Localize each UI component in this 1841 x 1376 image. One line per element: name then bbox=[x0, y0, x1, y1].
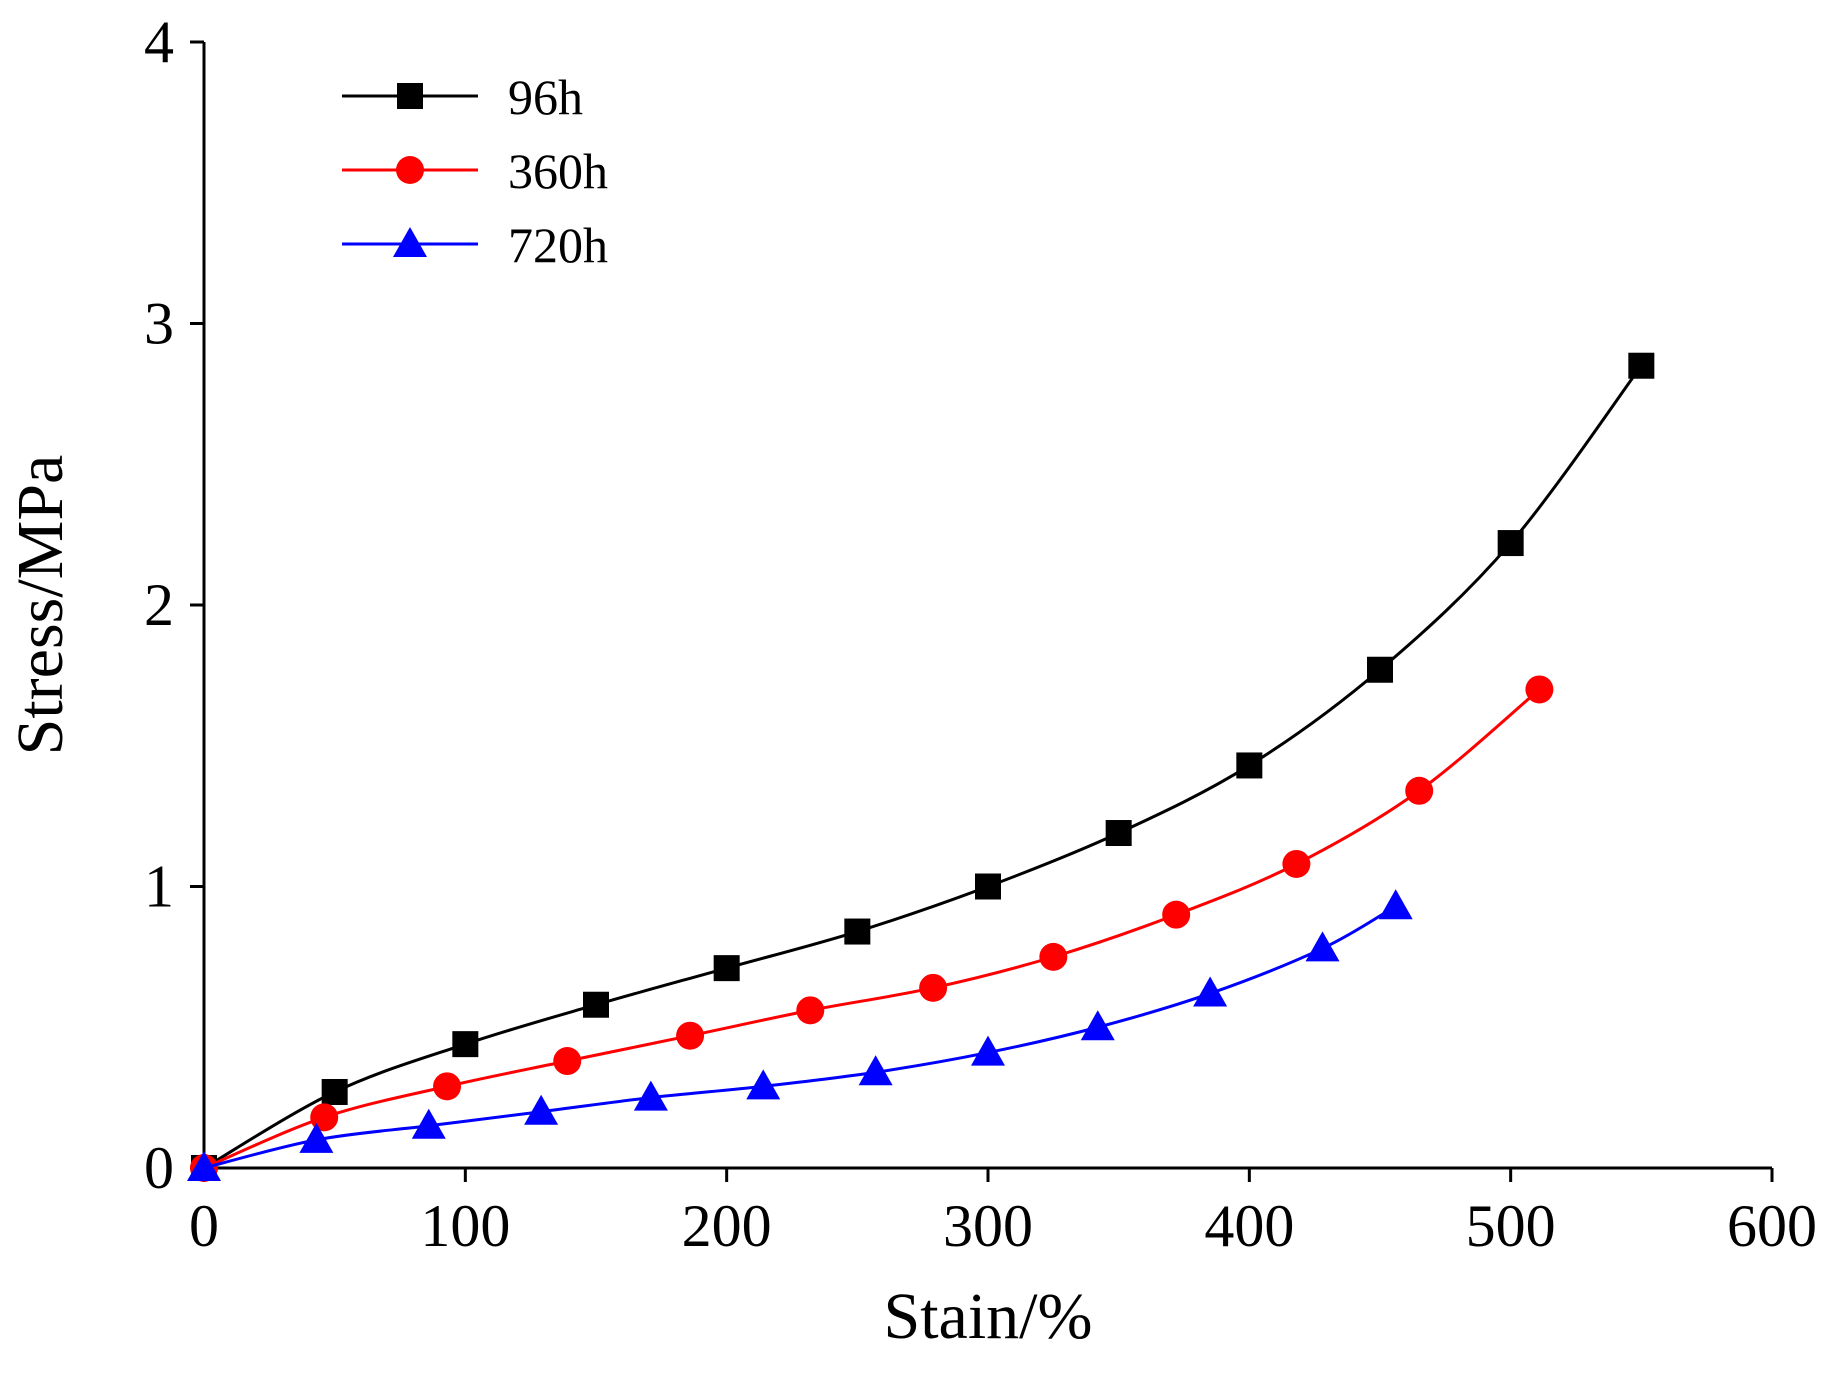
data-point-96h bbox=[1628, 352, 1655, 379]
data-point-360h bbox=[1525, 675, 1554, 704]
series-line-360h bbox=[203, 688, 1541, 1170]
series-360h bbox=[190, 675, 1554, 1182]
legend-label: 720h bbox=[508, 217, 608, 273]
data-point-720h bbox=[1080, 1010, 1115, 1041]
y-tick-label: 4 bbox=[144, 9, 174, 75]
data-point-96h bbox=[1236, 752, 1263, 779]
data-point-720h bbox=[1305, 931, 1340, 962]
data-point-96h bbox=[452, 1031, 479, 1058]
data-point-720h bbox=[858, 1055, 893, 1086]
legend-marker bbox=[396, 156, 424, 184]
data-point-96h bbox=[844, 918, 871, 945]
series-96h bbox=[191, 352, 1655, 1181]
data-point-96h bbox=[975, 873, 1001, 900]
x-tick-label: 400 bbox=[1204, 1193, 1294, 1259]
data-point-96h bbox=[583, 991, 609, 1018]
data-point-720h bbox=[971, 1035, 1005, 1066]
data-point-360h bbox=[1282, 849, 1311, 878]
data-point-96h bbox=[1105, 820, 1132, 847]
y-axis-label: Stress/MPa bbox=[4, 455, 77, 756]
data-point-720h bbox=[524, 1094, 559, 1125]
legend-item-96h: 96h bbox=[342, 69, 583, 125]
x-tick-label: 500 bbox=[1466, 1193, 1556, 1259]
series-line-96h bbox=[203, 364, 1643, 1170]
data-point-360h bbox=[1162, 900, 1191, 929]
data-point-360h bbox=[919, 973, 948, 1002]
y-tick-label: 3 bbox=[144, 291, 174, 357]
data-point-360h bbox=[676, 1021, 705, 1050]
x-tick-label: 0 bbox=[189, 1193, 219, 1259]
legend-item-720h: 720h bbox=[342, 217, 608, 273]
legend-label: 360h bbox=[508, 143, 608, 199]
data-point-360h bbox=[553, 1047, 582, 1076]
data-point-96h bbox=[1367, 656, 1393, 683]
data-point-720h bbox=[299, 1122, 334, 1153]
series bbox=[187, 352, 1655, 1182]
x-tick-label: 200 bbox=[682, 1193, 772, 1259]
y-tick-label: 0 bbox=[144, 1135, 174, 1201]
data-point-96h bbox=[321, 1078, 348, 1105]
legend-marker bbox=[397, 83, 423, 109]
data-point-360h bbox=[433, 1072, 462, 1101]
x-axis-label: Stain/% bbox=[884, 1280, 1093, 1353]
legend-label: 96h bbox=[508, 69, 583, 125]
data-point-96h bbox=[713, 955, 740, 982]
x-tick-label: 600 bbox=[1727, 1193, 1817, 1259]
data-point-720h bbox=[411, 1108, 446, 1139]
axes bbox=[202, 42, 1772, 1170]
data-point-360h bbox=[1039, 942, 1068, 971]
data-point-720h bbox=[746, 1069, 781, 1100]
y-tick-label: 2 bbox=[144, 572, 174, 638]
series-line-720h bbox=[203, 904, 1397, 1170]
ticks: 0 100 200 300 400 500 600 0 1 2 3 4 bbox=[144, 9, 1817, 1259]
data-point-96h bbox=[1497, 530, 1524, 557]
legend-item-360h: 360h bbox=[342, 143, 608, 199]
data-point-360h bbox=[310, 1103, 339, 1132]
x-tick-label: 300 bbox=[943, 1193, 1033, 1259]
data-point-720h bbox=[1193, 976, 1228, 1007]
data-point-360h bbox=[1405, 776, 1434, 805]
legend-marker bbox=[393, 227, 427, 257]
y-tick-label: 1 bbox=[144, 854, 174, 920]
data-point-360h bbox=[796, 996, 825, 1025]
legend: 96h 360h 720h bbox=[342, 69, 608, 273]
data-point-720h bbox=[1378, 889, 1413, 920]
data-point-720h bbox=[187, 1151, 221, 1181]
x-tick-label: 100 bbox=[420, 1193, 510, 1259]
data-point-720h bbox=[633, 1080, 668, 1111]
series-720h bbox=[187, 889, 1413, 1181]
